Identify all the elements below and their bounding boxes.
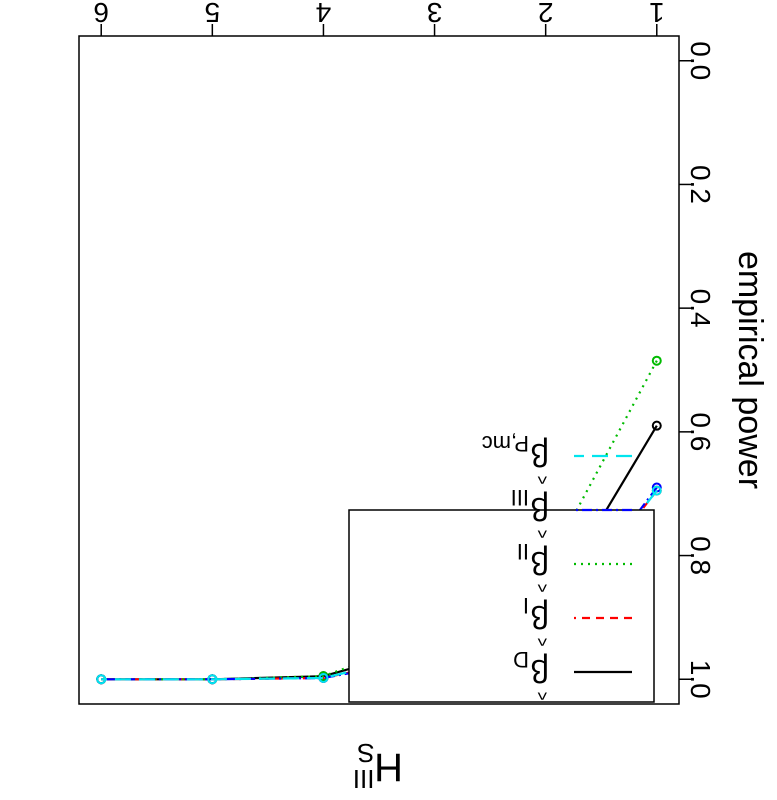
legend-symbol-2: β [531, 545, 549, 581]
legend-box [348, 509, 655, 703]
title-subscript: S [357, 738, 374, 768]
series-point-4 [318, 673, 329, 684]
y-tick-label: 0.0 [685, 41, 716, 80]
x-tick-label: 6 [93, 0, 109, 28]
x-tick-label: 1 [649, 0, 665, 28]
legend-subscript-3: III [511, 485, 529, 510]
series-point-0 [651, 420, 662, 431]
y-tick-label: 0.4 [685, 289, 716, 328]
plot-frame [78, 35, 680, 705]
series-point-4 [96, 674, 107, 685]
legend-hat-1: ^ [537, 627, 547, 649]
axes: 1 2 3 4 5 6 0.0 0.2 0.4 0.6 0.8 1.0 empirical power [78, 0, 769, 705]
legend-hat-3: ^ [537, 519, 547, 541]
y-tick-label: 1.0 [685, 660, 716, 699]
title-superscript: III [353, 764, 375, 794]
x-tick-label: 4 [316, 0, 332, 28]
x-tick-label: 2 [538, 0, 554, 28]
legend-hat-4: ^ [537, 465, 547, 487]
y-axis-label: empirical power [731, 251, 769, 489]
legend-subscript-1: I [523, 593, 529, 618]
y-tick-label: 0.2 [685, 165, 716, 204]
y-tick-label: 0.8 [685, 536, 716, 575]
legend-subscript-2: II [517, 539, 529, 564]
title-text: H [374, 745, 403, 789]
legend-subscript-0: D [513, 647, 529, 672]
legend-symbol-1: β [531, 599, 549, 635]
legend-symbol-0: β [531, 653, 549, 689]
legend-symbol-4: β [531, 437, 549, 473]
legend-symbol-3: β [531, 491, 549, 527]
legend-subscript-4: P,mc [482, 431, 529, 456]
legend-hat-0: ^ [537, 681, 547, 703]
legend-hat-2: ^ [537, 573, 547, 595]
series-point-2 [651, 355, 662, 366]
y-tick-label: 0.6 [685, 412, 716, 451]
x-tick-label: 3 [427, 0, 443, 28]
series-point-4 [207, 674, 218, 685]
x-tick-label: 5 [205, 0, 221, 28]
series-point-4 [651, 485, 662, 496]
